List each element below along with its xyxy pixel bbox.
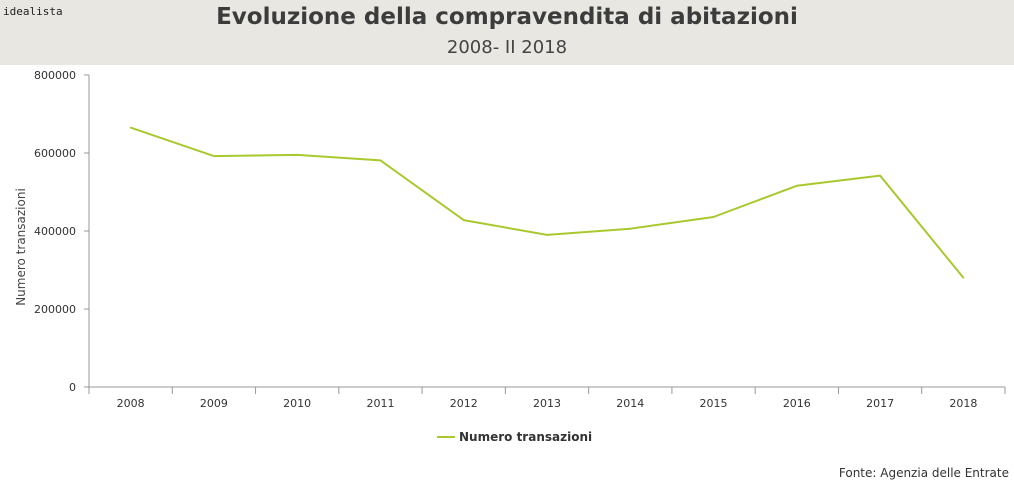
data-point bbox=[712, 216, 715, 218]
x-tick-label: 2009 bbox=[200, 397, 228, 410]
x-tick-label: 2013 bbox=[533, 397, 561, 410]
chart-title: Evoluzione della compravendita di abitaz… bbox=[216, 4, 798, 30]
data-point bbox=[129, 126, 132, 129]
data-point bbox=[213, 155, 215, 157]
x-tick-label: 2010 bbox=[283, 397, 311, 410]
x-tick-label: 2014 bbox=[616, 397, 644, 410]
data-point bbox=[379, 159, 382, 162]
chart-subtitle: 2008- II 2018 bbox=[446, 37, 568, 58]
legend-swatch bbox=[437, 436, 455, 438]
data-point bbox=[629, 227, 632, 230]
series-line bbox=[130, 126, 965, 279]
data-point bbox=[796, 184, 798, 187]
chart-legend: Numero transazioni bbox=[437, 430, 592, 444]
y-tick-label: 400000 bbox=[34, 225, 76, 238]
x-tick-label: 2008 bbox=[117, 397, 145, 410]
data-point bbox=[462, 219, 465, 221]
source-note: Fonte: Agenzia delle Entrate bbox=[838, 466, 1009, 480]
x-tick-label: 2016 bbox=[783, 397, 811, 410]
y-axis-label: Numero transazioni bbox=[14, 188, 28, 306]
data-point bbox=[296, 154, 298, 156]
x-tick-label: 2012 bbox=[450, 397, 478, 410]
y-tick-label: 800000 bbox=[34, 69, 76, 82]
y-tick-label: 0 bbox=[69, 381, 76, 394]
y-tick-label: 600000 bbox=[34, 147, 76, 160]
y-tick-label: 200000 bbox=[34, 303, 76, 316]
data-point bbox=[962, 277, 965, 279]
data-point bbox=[546, 234, 548, 236]
x-tick-label: 2018 bbox=[949, 397, 977, 410]
data-point bbox=[879, 174, 881, 177]
legend-label: Numero transazioni bbox=[459, 430, 593, 444]
chart-header: idealista Evoluzione della compravendita… bbox=[0, 0, 1014, 65]
x-tick-label: 2017 bbox=[866, 397, 894, 410]
line-chart: 0 200000 400000 600000 800000 2008 2009 2010 201… bbox=[14, 69, 1006, 410]
x-tick-label: 2015 bbox=[700, 397, 728, 410]
x-tick-label: 2011 bbox=[366, 397, 394, 410]
brand-logo: idealista bbox=[3, 5, 63, 18]
